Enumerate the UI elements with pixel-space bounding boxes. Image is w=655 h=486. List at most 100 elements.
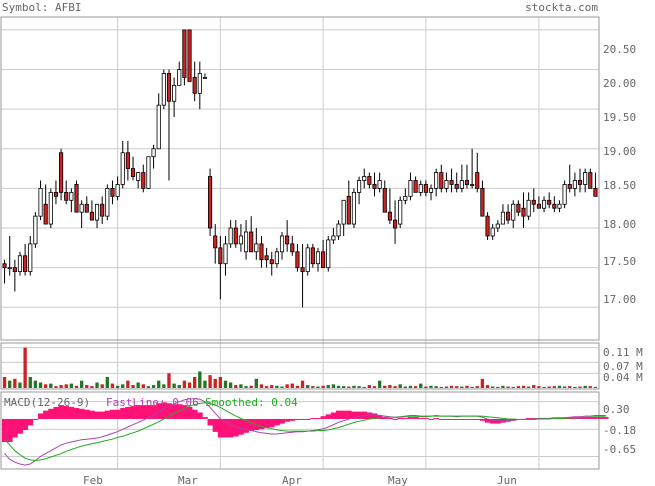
volume-bar xyxy=(573,386,577,388)
macd-histogram-bar xyxy=(484,418,491,423)
macd-histogram-bar xyxy=(279,418,285,424)
candle-body xyxy=(166,73,172,102)
macd-histogram-bar xyxy=(423,418,429,420)
price-tick: 19.50 xyxy=(603,111,636,124)
volume-bar xyxy=(413,386,418,388)
candle-body xyxy=(233,227,238,245)
macd-histogram-bar xyxy=(402,418,409,420)
volume-bar xyxy=(521,385,526,388)
candle-body xyxy=(398,199,403,225)
macd-histogram-bar xyxy=(192,409,198,419)
macd-tick: -0.65 xyxy=(603,443,636,456)
macd-histogram-bar xyxy=(79,408,85,419)
volume-bar xyxy=(316,386,320,388)
macd-histogram-bar xyxy=(84,409,90,419)
volume-bar xyxy=(568,386,572,388)
volume-bar xyxy=(429,385,433,388)
candle-body xyxy=(526,199,531,217)
volume-bar xyxy=(501,385,505,388)
volume-bar xyxy=(264,386,269,388)
macd-histogram-bar xyxy=(377,415,383,419)
macd-histogram-bar xyxy=(99,411,106,419)
macd-fast-label: FastLine: 0.06 xyxy=(106,396,199,409)
macd-fast-line xyxy=(4,398,606,466)
macd-histogram-bar xyxy=(351,411,357,419)
macd-histogram-bar xyxy=(109,409,116,419)
macd-histogram-bar xyxy=(443,418,450,420)
volume-bar xyxy=(285,384,289,388)
macd-histogram-bar xyxy=(145,405,152,419)
volume-bar xyxy=(49,383,53,388)
volume-bar xyxy=(218,377,223,388)
macd-histogram-bar xyxy=(341,410,347,419)
macd-histogram-bar xyxy=(300,418,306,420)
candle-body xyxy=(521,207,526,217)
candle-body xyxy=(23,255,28,273)
volume-bar xyxy=(331,384,336,388)
candle-body xyxy=(470,184,475,186)
volume-bar xyxy=(85,385,89,388)
macd-histogram-bar xyxy=(598,417,604,419)
macd-histogram-bar xyxy=(335,410,342,419)
volume-bar xyxy=(95,382,99,388)
candle-body xyxy=(259,243,264,261)
macd-histogram-bar xyxy=(397,418,404,420)
volume-bar xyxy=(110,383,115,388)
candle-body xyxy=(290,243,295,253)
volume-bar xyxy=(300,380,305,388)
candle-body xyxy=(84,203,89,213)
candle-body xyxy=(192,77,197,94)
macd-smooth-line xyxy=(4,402,606,462)
candle-body xyxy=(392,219,398,229)
macd-histogram-bar xyxy=(68,406,75,419)
candle-body xyxy=(357,180,362,193)
candle-body xyxy=(156,104,161,150)
candle-body xyxy=(28,243,33,273)
candle-body xyxy=(423,184,428,193)
price-panel-frame xyxy=(0,16,600,341)
volume-bar xyxy=(141,384,145,388)
candle-body xyxy=(79,203,84,213)
candle-body xyxy=(274,251,279,265)
candle-body xyxy=(285,235,290,245)
volume-bar xyxy=(562,386,567,388)
x-label-mar: Mar xyxy=(178,474,198,486)
volume-bar xyxy=(228,382,233,388)
candle-body xyxy=(475,172,480,189)
candle-body xyxy=(161,73,166,106)
volume-bar xyxy=(23,347,27,388)
macd-histogram-bar xyxy=(418,418,424,420)
price-tick: 18.00 xyxy=(603,218,636,231)
macd-histogram-bar xyxy=(474,418,481,420)
volume-bar xyxy=(419,383,423,388)
candle-body xyxy=(562,184,567,205)
candle-body xyxy=(249,231,254,253)
macd-histogram-bar xyxy=(181,405,188,419)
macd-histogram-bar xyxy=(22,418,28,431)
volume-bar xyxy=(162,384,166,388)
volume-bar xyxy=(321,385,325,388)
candle-body xyxy=(511,203,516,221)
volume-bar xyxy=(542,386,546,388)
volume-tick: 0.07 M xyxy=(603,360,643,373)
volume-bar xyxy=(547,386,551,388)
candle-body xyxy=(94,203,100,221)
macd-histogram-bar xyxy=(289,418,296,421)
macd-histogram-bar xyxy=(166,403,172,419)
macd-histogram-bar xyxy=(176,404,183,419)
candle-body xyxy=(110,188,115,197)
macd-histogram-bar xyxy=(464,418,470,420)
macd-histogram-bar xyxy=(243,418,249,433)
macd-histogram-bar xyxy=(330,412,337,419)
volume-bar xyxy=(526,386,531,388)
volume-bar xyxy=(280,386,284,388)
volume-bar xyxy=(115,385,120,388)
price-tick: 17.00 xyxy=(603,293,636,306)
candle-body xyxy=(105,188,110,217)
volume-bar xyxy=(449,385,454,388)
macd-histogram-bar xyxy=(264,418,270,429)
volume-bar xyxy=(254,378,258,388)
candle-body xyxy=(310,247,315,265)
price-tick: 20.00 xyxy=(603,77,636,90)
volume-bar xyxy=(357,386,361,388)
